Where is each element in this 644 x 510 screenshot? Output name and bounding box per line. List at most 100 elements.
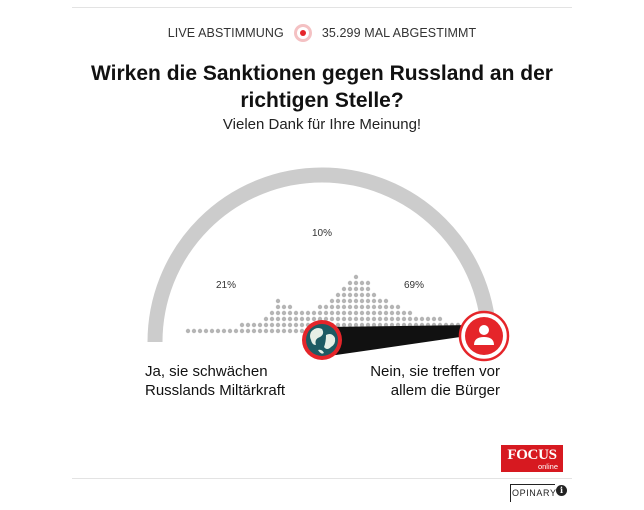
distribution-dot — [323, 304, 329, 310]
info-icon[interactable]: i — [556, 485, 567, 496]
distribution-dot — [293, 316, 299, 322]
live-indicator-icon — [293, 24, 312, 42]
distribution-dot — [305, 310, 311, 316]
distribution-dot — [317, 304, 323, 310]
distribution-dot — [353, 304, 359, 310]
logo-text-focus: FOCUS — [507, 447, 557, 463]
distribution-dot — [353, 322, 359, 328]
distribution-dot — [395, 310, 401, 316]
distribution-dot — [287, 316, 293, 322]
distribution-dot — [227, 328, 233, 334]
distribution-dot — [335, 322, 341, 328]
distribution-dot — [359, 304, 365, 310]
distribution-dot — [347, 310, 353, 316]
distribution-dot — [335, 316, 341, 322]
distribution-dot — [275, 316, 281, 322]
distribution-dot — [401, 316, 407, 322]
distribution-dot — [311, 310, 317, 316]
answer-option-yes[interactable]: Ja, sie schwächen Russlands Miltärkraft — [145, 362, 285, 400]
logo-text-online: online — [537, 462, 558, 471]
distribution-dot — [257, 322, 263, 328]
distribution-dot — [263, 322, 269, 328]
top-divider — [72, 7, 572, 8]
thank-you-message: Vielen Dank für Ihre Meinung! — [222, 116, 422, 133]
distribution-dot — [245, 322, 251, 328]
answer-option-no[interactable]: Nein, sie treffen vor allem die Bürger — [352, 362, 500, 400]
live-label: LIVE ABSTIMMUNG — [167, 26, 284, 40]
distribution-dot — [383, 316, 389, 322]
distribution-dot — [323, 310, 329, 316]
distribution-dot — [431, 316, 437, 322]
distribution-dot — [323, 316, 329, 322]
distribution-dot — [335, 304, 341, 310]
distribution-dot — [401, 310, 407, 316]
distribution-dot — [275, 310, 281, 316]
answer-no-line1: Nein, sie treffen vor — [370, 363, 500, 380]
distribution-dot — [311, 316, 317, 322]
distribution-dot — [365, 280, 371, 286]
distribution-dot — [251, 322, 257, 328]
distribution-dot — [425, 316, 431, 322]
opinary-frame — [510, 484, 555, 502]
distribution-dot — [347, 304, 353, 310]
distribution-dot — [383, 304, 389, 310]
distribution-dot — [341, 310, 347, 316]
distribution-dot — [185, 328, 191, 334]
distribution-dot — [377, 304, 383, 310]
person-icon[interactable] — [458, 310, 510, 362]
distribution-dot — [329, 310, 335, 316]
distribution-dot — [269, 328, 275, 334]
distribution-dot — [239, 322, 245, 328]
result-percent-middle: 10% — [312, 228, 333, 239]
distribution-dot — [353, 280, 359, 286]
distribution-dot — [389, 316, 395, 322]
distribution-dot — [341, 298, 347, 304]
distribution-dot — [275, 298, 281, 304]
distribution-dot — [251, 328, 257, 334]
distribution-dot — [347, 316, 353, 322]
distribution-dot — [269, 322, 275, 328]
distribution-dot — [341, 322, 347, 328]
distribution-dot — [437, 316, 443, 322]
distribution-dot — [281, 316, 287, 322]
globe-icon[interactable] — [302, 320, 342, 360]
distribution-dot — [353, 292, 359, 298]
distribution-dot — [341, 316, 347, 322]
focus-online-logo[interactable]: FOCUS online — [501, 445, 563, 472]
poll-gauge[interactable] — [0, 0, 644, 420]
distribution-dot — [371, 304, 377, 310]
distribution-dot — [299, 310, 305, 316]
distribution-dot — [359, 310, 365, 316]
distribution-dot — [347, 286, 353, 292]
distribution-dot — [377, 316, 383, 322]
distribution-dot — [377, 310, 383, 316]
distribution-dot — [329, 298, 335, 304]
distribution-dot — [209, 328, 215, 334]
distribution-dot — [353, 298, 359, 304]
distribution-dot — [389, 304, 395, 310]
distribution-dot — [263, 328, 269, 334]
distribution-dot — [371, 298, 377, 304]
distribution-dot — [365, 292, 371, 298]
distribution-dot — [359, 322, 365, 328]
distribution-dot — [299, 322, 305, 328]
distribution-dot — [281, 328, 287, 334]
distribution-dot — [359, 316, 365, 322]
distribution-dot — [407, 316, 413, 322]
distribution-dot — [197, 328, 203, 334]
distribution-dot — [371, 322, 377, 328]
distribution-dot — [281, 322, 287, 328]
opinary-brand[interactable]: OPINARY — [512, 488, 557, 498]
distribution-dot — [287, 322, 293, 328]
distribution-dot — [347, 280, 353, 286]
gauge-pointer[interactable] — [322, 325, 474, 357]
distribution-dot — [287, 310, 293, 316]
distribution-dot — [353, 316, 359, 322]
distribution-dot — [335, 292, 341, 298]
distribution-dot — [329, 316, 335, 322]
distribution-dot — [365, 304, 371, 310]
distribution-dot — [359, 286, 365, 292]
distribution-dot — [341, 304, 347, 310]
distribution-dot — [287, 328, 293, 334]
distribution-dot — [329, 304, 335, 310]
